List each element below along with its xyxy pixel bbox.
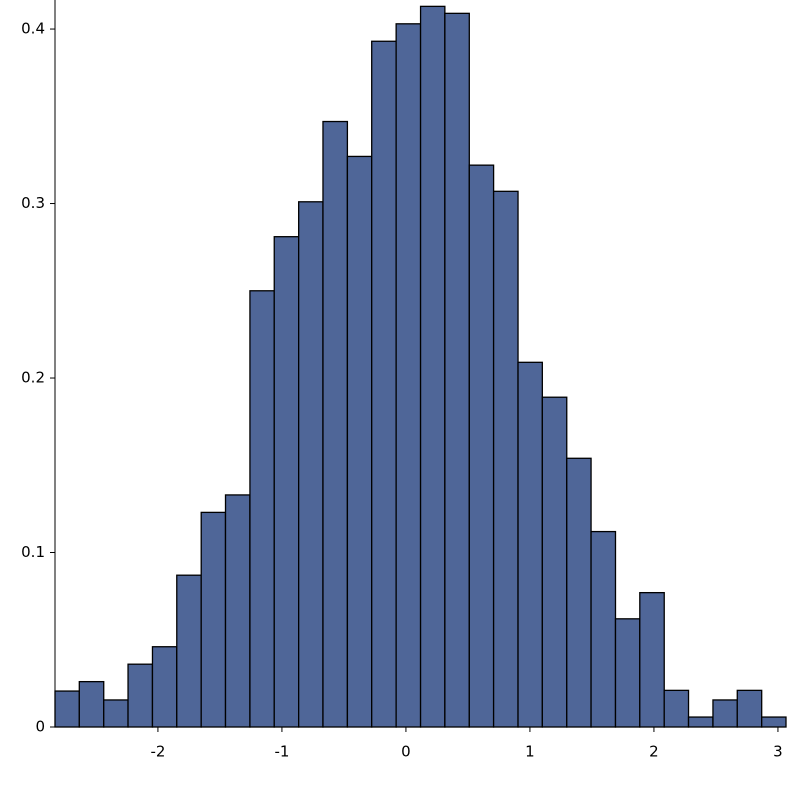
y-tick-label: 0.2 bbox=[21, 369, 45, 387]
bar bbox=[176, 574, 202, 728]
bar bbox=[127, 663, 154, 728]
bar bbox=[566, 457, 592, 728]
y-tick-label: 0 bbox=[35, 718, 45, 736]
bar bbox=[298, 201, 324, 728]
bar bbox=[54, 690, 80, 728]
x-tick-label: 0 bbox=[401, 743, 411, 761]
bar bbox=[517, 361, 543, 728]
bar bbox=[687, 716, 714, 728]
bar bbox=[224, 494, 251, 728]
bar bbox=[639, 591, 665, 728]
bar bbox=[761, 716, 787, 728]
bar bbox=[736, 689, 763, 728]
bar bbox=[468, 164, 495, 728]
bar bbox=[395, 23, 422, 728]
bar bbox=[419, 5, 446, 728]
bar bbox=[322, 120, 349, 728]
bar bbox=[200, 511, 227, 728]
bar bbox=[273, 236, 300, 728]
bar bbox=[346, 155, 373, 728]
x-tick-label: -2 bbox=[150, 743, 165, 761]
bar bbox=[614, 618, 641, 728]
bar bbox=[541, 396, 568, 728]
bar bbox=[712, 699, 738, 728]
x-tick-label: -1 bbox=[274, 743, 289, 761]
y-tick-label: 0.4 bbox=[21, 20, 45, 38]
bar bbox=[590, 530, 617, 728]
y-tick-label: 0.3 bbox=[21, 194, 45, 212]
bar bbox=[103, 699, 129, 728]
bar bbox=[78, 680, 105, 728]
bar bbox=[151, 646, 178, 728]
bar bbox=[371, 40, 397, 728]
y-tick-label: 0.1 bbox=[21, 543, 45, 561]
bar bbox=[249, 290, 275, 728]
bar bbox=[492, 190, 519, 728]
bar bbox=[444, 12, 470, 728]
x-tick-label: 2 bbox=[649, 743, 659, 761]
x-tick-label: 3 bbox=[773, 743, 783, 761]
bar bbox=[663, 689, 690, 728]
x-tick-label: 1 bbox=[525, 743, 535, 761]
